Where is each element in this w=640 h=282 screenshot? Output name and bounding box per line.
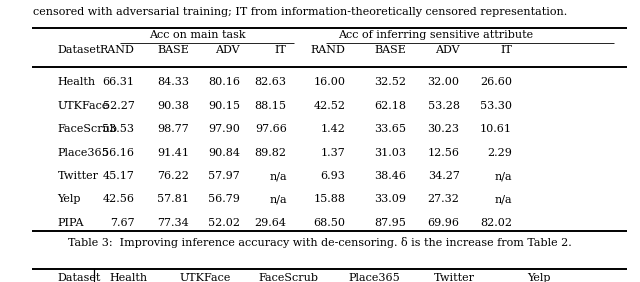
Text: 69.96: 69.96 xyxy=(428,218,460,228)
Text: 56.79: 56.79 xyxy=(208,195,240,204)
Text: 53.30: 53.30 xyxy=(480,101,512,111)
Text: 82.02: 82.02 xyxy=(480,218,512,228)
Text: 10.61: 10.61 xyxy=(480,124,512,134)
Text: Yelp: Yelp xyxy=(58,195,81,204)
Text: 32.00: 32.00 xyxy=(428,78,460,87)
Text: 56.16: 56.16 xyxy=(102,148,134,158)
Text: 89.82: 89.82 xyxy=(255,148,287,158)
Text: 98.77: 98.77 xyxy=(157,124,189,134)
Text: 57.81: 57.81 xyxy=(157,195,189,204)
Text: 84.33: 84.33 xyxy=(157,78,189,87)
Text: Dataset: Dataset xyxy=(58,45,101,55)
Text: 42.52: 42.52 xyxy=(314,101,346,111)
Text: n/a: n/a xyxy=(494,171,512,181)
Text: 97.66: 97.66 xyxy=(255,124,287,134)
Text: 77.34: 77.34 xyxy=(157,218,189,228)
Text: IT: IT xyxy=(275,45,287,55)
Text: n/a: n/a xyxy=(269,195,287,204)
Text: 2.29: 2.29 xyxy=(487,148,512,158)
Text: 82.63: 82.63 xyxy=(255,78,287,87)
Text: 76.22: 76.22 xyxy=(157,171,189,181)
Text: 32.52: 32.52 xyxy=(374,78,406,87)
Text: Place365: Place365 xyxy=(349,274,400,282)
Text: FaceScrub: FaceScrub xyxy=(258,274,318,282)
Text: 1.42: 1.42 xyxy=(321,124,346,134)
Text: 90.15: 90.15 xyxy=(208,101,240,111)
Text: 62.18: 62.18 xyxy=(374,101,406,111)
Text: RAND: RAND xyxy=(311,45,346,55)
Text: 97.90: 97.90 xyxy=(208,124,240,134)
Text: 88.15: 88.15 xyxy=(255,101,287,111)
Text: 30.23: 30.23 xyxy=(428,124,460,134)
Text: Twitter: Twitter xyxy=(434,274,475,282)
Text: ADV: ADV xyxy=(216,45,240,55)
Text: 80.16: 80.16 xyxy=(208,78,240,87)
Text: 15.88: 15.88 xyxy=(314,195,346,204)
Text: 45.17: 45.17 xyxy=(102,171,134,181)
Text: 12.56: 12.56 xyxy=(428,148,460,158)
Text: IT: IT xyxy=(500,45,512,55)
Text: 29.64: 29.64 xyxy=(255,218,287,228)
Text: 27.32: 27.32 xyxy=(428,195,460,204)
Text: 68.50: 68.50 xyxy=(314,218,346,228)
Text: 66.31: 66.31 xyxy=(102,78,134,87)
Text: Acc of inferring sensitive attribute: Acc of inferring sensitive attribute xyxy=(338,30,532,40)
Text: Yelp: Yelp xyxy=(527,274,550,282)
Text: 31.03: 31.03 xyxy=(374,148,406,158)
Text: FaceScrub: FaceScrub xyxy=(58,124,118,134)
Text: 53.28: 53.28 xyxy=(428,101,460,111)
Text: 1.37: 1.37 xyxy=(321,148,346,158)
Text: Twitter: Twitter xyxy=(58,171,99,181)
Text: Table 3:  Improving inference accuracy with de-censoring. δ is the increase from: Table 3: Improving inference accuracy wi… xyxy=(68,237,572,248)
Text: 16.00: 16.00 xyxy=(314,78,346,87)
Text: BASE: BASE xyxy=(374,45,406,55)
Text: Health: Health xyxy=(109,274,147,282)
Text: PIPA: PIPA xyxy=(58,218,84,228)
Text: Acc on main task: Acc on main task xyxy=(149,30,245,40)
Text: RAND: RAND xyxy=(100,45,134,55)
Text: 7.67: 7.67 xyxy=(110,218,134,228)
Text: UTKFace: UTKFace xyxy=(179,274,230,282)
Text: 90.38: 90.38 xyxy=(157,101,189,111)
Text: ADV: ADV xyxy=(435,45,460,55)
Text: 87.95: 87.95 xyxy=(374,218,406,228)
Text: 52.27: 52.27 xyxy=(102,101,134,111)
Text: 90.84: 90.84 xyxy=(208,148,240,158)
Text: BASE: BASE xyxy=(157,45,189,55)
Text: 33.09: 33.09 xyxy=(374,195,406,204)
Text: 34.27: 34.27 xyxy=(428,171,460,181)
Text: 52.02: 52.02 xyxy=(208,218,240,228)
Text: Health: Health xyxy=(58,78,96,87)
Text: n/a: n/a xyxy=(494,195,512,204)
Text: 53.53: 53.53 xyxy=(102,124,134,134)
Text: n/a: n/a xyxy=(269,171,287,181)
Text: 26.60: 26.60 xyxy=(480,78,512,87)
Text: 6.93: 6.93 xyxy=(321,171,346,181)
Text: Place365: Place365 xyxy=(58,148,109,158)
Text: censored with adversarial training; IT from information-theoretically censored r: censored with adversarial training; IT f… xyxy=(33,7,568,17)
Text: 57.97: 57.97 xyxy=(208,171,240,181)
Text: 33.65: 33.65 xyxy=(374,124,406,134)
Text: 42.56: 42.56 xyxy=(102,195,134,204)
Text: 91.41: 91.41 xyxy=(157,148,189,158)
Text: Dataset: Dataset xyxy=(58,274,101,282)
Text: 38.46: 38.46 xyxy=(374,171,406,181)
Text: UTKFace: UTKFace xyxy=(58,101,109,111)
